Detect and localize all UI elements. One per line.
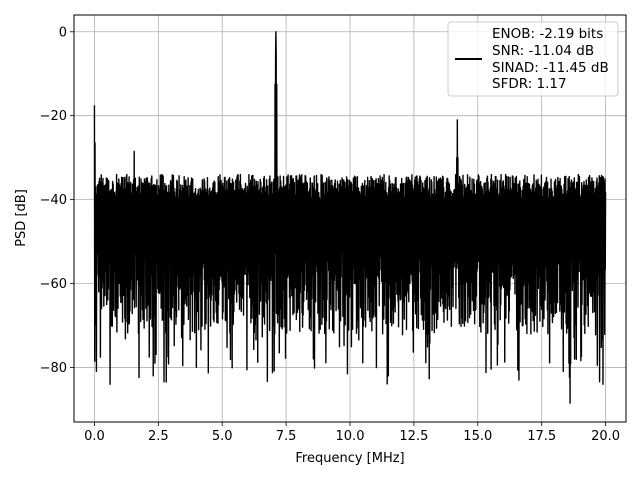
x-tick-label: 20.0	[591, 429, 620, 444]
x-tick-label: 17.5	[527, 429, 556, 444]
y-axis-label: PSD [dB]	[14, 189, 29, 247]
x-axis-ticks: 0.0 2.5 5.0 7.5 10.0 12.5 15.0 17.5 20.0	[84, 422, 620, 444]
legend-box	[447, 21, 619, 97]
legend-line-4: SFDR: 1.17	[492, 76, 567, 92]
y-tick-label: −80	[40, 361, 67, 376]
y-tick-label: −60	[40, 277, 67, 292]
psd-line	[93, 31, 607, 404]
x-tick-label: 12.5	[399, 429, 428, 444]
x-tick-label: 10.0	[336, 429, 365, 444]
psd-series	[93, 31, 607, 404]
x-tick-label: 7.5	[276, 429, 297, 444]
y-tick-label: −40	[40, 193, 67, 208]
legend-line-1: ENOB: -2.19 bits	[492, 26, 603, 42]
y-axis-ticks: 0 −20 −40 −60 −80	[40, 25, 74, 376]
x-axis-label: Frequency [MHz]	[295, 451, 404, 466]
x-tick-label: 15.0	[463, 429, 492, 444]
legend: ENOB: -2.19 bits SNR: -11.04 dB SINAD: -…	[447, 21, 619, 97]
legend-line-2: SNR: -11.04 dB	[492, 43, 594, 59]
y-tick-label: −20	[40, 109, 67, 124]
legend-line-3: SINAD: -11.45 dB	[492, 60, 609, 76]
x-tick-label: 2.5	[148, 429, 169, 444]
x-tick-label: 0.0	[84, 429, 105, 444]
y-tick-label: 0	[59, 25, 67, 40]
x-tick-label: 5.0	[212, 429, 233, 444]
